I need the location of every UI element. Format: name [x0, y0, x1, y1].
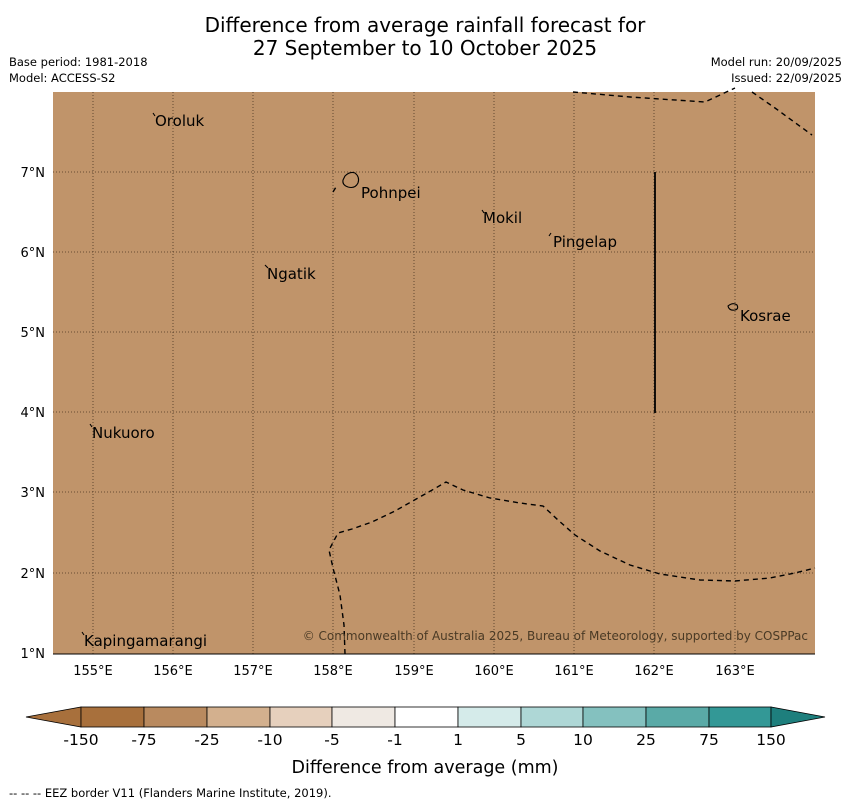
- eez-legend-note: -- -- -- EEZ border V11 (Flanders Marine…: [9, 786, 332, 800]
- colorbar-segment: [582, 706, 647, 728]
- colorbar-right-arrow: [770, 706, 826, 728]
- lon-label: 162°E: [634, 664, 674, 679]
- place-label-pingelap: Pingelap: [553, 233, 617, 251]
- place-label-nukuoro: Nukuoro: [92, 424, 155, 442]
- lat-label: 4°N: [21, 406, 46, 421]
- colorbar-label: -10: [257, 731, 282, 749]
- colorbar-label: 5: [516, 731, 526, 749]
- colorbar-segment: [394, 706, 459, 728]
- lon-label: 156°E: [153, 664, 193, 679]
- kosrae-island: [727, 303, 739, 311]
- colorbar-segment: [80, 706, 145, 728]
- colorbar-segment: [708, 706, 772, 728]
- colorbar-segment: [520, 706, 584, 728]
- copyright-notice: © Commonwealth of Australia 2025, Bureau…: [303, 629, 808, 643]
- lon-label: 161°E: [554, 664, 594, 679]
- lon-axis-labels: 155°E 156°E 157°E 158°E 159°E 160°E 161°…: [73, 664, 755, 679]
- issued-date: Issued: 22/09/2025: [731, 71, 842, 85]
- lat-label: 5°N: [21, 326, 46, 341]
- ngatik-atoll: [264, 264, 269, 269]
- model-run: Model run: 20/09/2025: [710, 55, 842, 69]
- lat-label: 1°N: [21, 647, 46, 662]
- colorbar-segment: [269, 706, 333, 728]
- pohnpei-island: [342, 171, 360, 189]
- lat-label: 7°N: [21, 166, 46, 181]
- colorbar-label: -5: [324, 731, 339, 749]
- lon-label: 160°E: [474, 664, 514, 679]
- colorbar-segment: [143, 706, 208, 728]
- base-period: Base period: 1981-2018: [9, 55, 148, 69]
- lon-label: 158°E: [313, 664, 353, 679]
- colorbar-segment: [457, 706, 522, 728]
- title-line-2: 27 September to 10 October 2025: [252, 36, 598, 60]
- lat-label: 2°N: [21, 567, 46, 582]
- meta-right: Model run: 20/09/2025 Issued: 22/09/2025: [711, 54, 842, 86]
- title-line-1: Difference from average rainfall forecas…: [204, 13, 646, 37]
- map-title: Difference from average rainfall forecas…: [0, 14, 850, 60]
- colorbar-label: 150: [756, 731, 786, 749]
- colorbar-label: -75: [131, 731, 156, 749]
- islands: [81, 112, 739, 636]
- colorbar: [25, 706, 826, 728]
- gridlines: [53, 92, 815, 654]
- lat-axis-labels: 7°N 6°N 5°N 4°N 3°N 2°N 1°N: [21, 166, 46, 662]
- place-label-oroluk: Oroluk: [155, 112, 204, 130]
- place-label-mokil: Mokil: [483, 209, 522, 227]
- map-area: [53, 92, 815, 654]
- colorbar-label: 10: [573, 731, 593, 749]
- place-label-pohnpei: Pohnpei: [361, 184, 421, 202]
- eez-borders: [328, 87, 816, 655]
- place-label-kosrae: Kosrae: [740, 307, 791, 325]
- colorbar-label: -25: [194, 731, 219, 749]
- meta-left: Base period: 1981-2018 Model: ACCESS-S2: [9, 54, 148, 86]
- oroluk-atoll: [152, 112, 156, 117]
- colorbar-title: Difference from average (mm): [291, 758, 558, 778]
- colorbar-label: 25: [636, 731, 656, 749]
- model-name: Model: ACCESS-S2: [9, 71, 116, 85]
- pingelap-atoll: [548, 232, 552, 237]
- lat-label: 6°N: [21, 246, 46, 261]
- place-label-ngatik: Ngatik: [267, 265, 316, 283]
- colorbar-left-arrow: [25, 706, 82, 728]
- nukuoro-atoll: [89, 423, 93, 428]
- colorbar-labels: -150 -75 -25 -10 -5 -1 1 5 10 25 75 150: [63, 731, 785, 749]
- place-label-kapingamarangi: Kapingamarangi: [84, 632, 207, 650]
- lat-label: 3°N: [21, 486, 46, 501]
- colorbar-label: 75: [699, 731, 719, 749]
- colorbar-label: -1: [387, 731, 402, 749]
- colorbar-segment: [331, 706, 396, 728]
- mokil-atoll: [481, 209, 485, 214]
- lon-label: 159°E: [394, 664, 434, 679]
- place-labels: Oroluk Pohnpei Mokil Pingelap Ngatik Kos…: [84, 112, 791, 650]
- colorbar-label: -150: [63, 731, 98, 749]
- lon-label: 163°E: [715, 664, 755, 679]
- colorbar-label: 1: [453, 731, 463, 749]
- kapingamarangi-atoll: [81, 631, 85, 636]
- colorbar-segment: [645, 706, 710, 728]
- lon-label: 157°E: [233, 664, 273, 679]
- colorbar-segment: [206, 706, 271, 728]
- lon-label: 155°E: [73, 664, 113, 679]
